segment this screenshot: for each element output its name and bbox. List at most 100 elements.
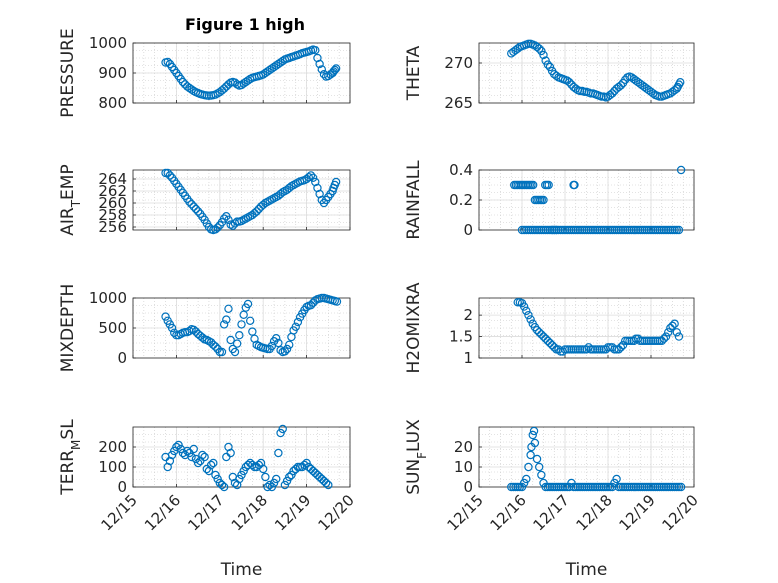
y-tick-label: 900 <box>98 64 127 82</box>
data-point <box>528 180 538 190</box>
subplot-h2omixra: 1 1.5 2 H2OMIXRA <box>404 282 695 374</box>
data-point <box>243 299 253 309</box>
data-point <box>287 470 296 480</box>
series-air_temp <box>161 168 341 235</box>
x-tick-label: 12/18 <box>228 491 271 534</box>
data-point <box>674 225 684 235</box>
data-point <box>539 195 548 205</box>
series-pressure <box>161 45 341 101</box>
x-tick-label: 12/16 <box>487 491 530 534</box>
data-point <box>324 480 333 490</box>
data-point <box>193 207 203 216</box>
data-point <box>211 225 220 234</box>
y-tick-label: 260 <box>98 194 127 212</box>
data-point <box>280 347 290 356</box>
data-point <box>185 197 194 206</box>
axes-frame <box>132 426 351 488</box>
series-rainfall <box>510 165 686 235</box>
y-tick-label: 0 <box>463 221 473 239</box>
y-tick-label: 200 <box>98 438 127 456</box>
y-tick-label: 800 <box>98 94 127 112</box>
data-point <box>545 338 555 348</box>
data-point <box>248 327 257 336</box>
axes-frame <box>132 169 351 231</box>
data-point <box>547 340 557 350</box>
y-tick-label: 0 <box>117 349 127 367</box>
data-point <box>282 476 292 486</box>
data-point <box>519 302 529 311</box>
data-point <box>659 334 669 343</box>
y-tick-label: 0 <box>117 478 127 496</box>
data-point <box>526 315 535 324</box>
y-tick-label: 1.5 <box>449 328 473 346</box>
data-point <box>213 474 222 484</box>
data-point <box>321 478 331 488</box>
data-point <box>317 65 326 74</box>
data-point <box>302 458 311 468</box>
data-point <box>235 331 244 340</box>
data-point <box>219 482 229 492</box>
data-point <box>612 474 621 484</box>
data-point <box>209 340 218 349</box>
data-point <box>539 332 548 341</box>
y-tick-label: 1000 <box>89 289 127 307</box>
data-point <box>267 482 277 492</box>
x-tick-label: 12/17 <box>184 491 227 534</box>
y-tick-label: 0.2 <box>449 191 473 209</box>
data-point <box>224 304 233 313</box>
y-tick-label: 2 <box>463 306 473 324</box>
data-point <box>263 482 272 492</box>
data-point <box>161 312 170 321</box>
data-point <box>608 482 617 492</box>
data-point <box>582 345 591 354</box>
data-point <box>300 460 309 470</box>
data-point <box>278 424 287 434</box>
data-point <box>519 478 529 488</box>
data-point <box>319 69 329 79</box>
data-point <box>513 44 522 53</box>
y-axis-label: TERRMSL <box>58 419 83 496</box>
data-point <box>676 482 686 492</box>
data-point <box>537 330 546 339</box>
y-tick-label: 265 <box>444 94 473 112</box>
data-point <box>535 462 544 472</box>
data-point <box>554 345 563 354</box>
data-point <box>252 207 261 216</box>
data-point <box>517 482 527 492</box>
data-point <box>648 89 658 98</box>
data-point <box>672 328 682 337</box>
data-point <box>532 325 542 335</box>
data-point <box>228 221 238 230</box>
data-point <box>239 310 248 319</box>
x-tick-label: 12/20 <box>659 491 702 534</box>
data-point <box>535 328 544 337</box>
data-point <box>248 460 257 470</box>
data-point <box>219 84 229 93</box>
y-tick-label: 1 <box>463 349 473 367</box>
data-point <box>666 323 675 333</box>
data-point <box>219 320 229 329</box>
y-tick-label: 20 <box>454 438 473 456</box>
data-point <box>272 334 281 343</box>
y-tick-label: 270 <box>444 54 473 72</box>
subplot-mixdepth: 0 500 1000 MIXDEPTH <box>58 284 351 372</box>
data-point <box>537 470 546 480</box>
y-tick-label: 500 <box>98 319 127 337</box>
data-point <box>306 301 316 310</box>
data-point <box>174 440 183 450</box>
y-tick-label: 100 <box>98 458 127 476</box>
data-point <box>550 343 559 352</box>
x-tick-label: 12/16 <box>141 491 184 534</box>
x-tick-label: 12/15 <box>98 491 141 534</box>
data-point <box>529 426 539 436</box>
data-point <box>535 44 544 53</box>
data-point <box>285 340 294 349</box>
data-point <box>539 50 548 60</box>
data-point <box>178 448 188 458</box>
data-point <box>315 59 324 69</box>
data-point <box>282 344 292 354</box>
data-point <box>222 315 231 324</box>
data-point <box>213 223 222 232</box>
data-point <box>565 482 574 492</box>
